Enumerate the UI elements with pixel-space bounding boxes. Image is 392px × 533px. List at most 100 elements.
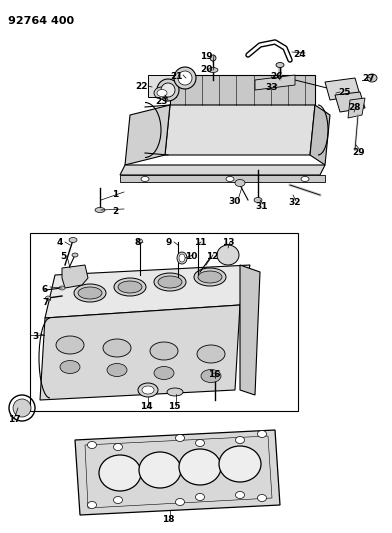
Polygon shape xyxy=(325,78,360,100)
Ellipse shape xyxy=(87,502,96,508)
Ellipse shape xyxy=(142,386,154,394)
Polygon shape xyxy=(45,265,250,318)
Ellipse shape xyxy=(157,79,179,101)
Text: 7: 7 xyxy=(42,298,48,307)
Ellipse shape xyxy=(138,383,158,397)
Text: 16: 16 xyxy=(208,370,220,379)
Ellipse shape xyxy=(196,440,205,447)
Ellipse shape xyxy=(114,278,146,296)
Polygon shape xyxy=(62,265,88,288)
Ellipse shape xyxy=(197,345,225,363)
Ellipse shape xyxy=(114,497,122,504)
Text: 12: 12 xyxy=(206,252,218,261)
Text: 92764 400: 92764 400 xyxy=(8,16,74,26)
Ellipse shape xyxy=(60,360,80,374)
Text: 5: 5 xyxy=(60,252,66,261)
Bar xyxy=(148,75,176,97)
Text: 27: 27 xyxy=(362,74,375,83)
Ellipse shape xyxy=(69,238,77,243)
Ellipse shape xyxy=(95,207,105,213)
Ellipse shape xyxy=(118,281,142,293)
Text: 1: 1 xyxy=(112,190,118,199)
Ellipse shape xyxy=(87,441,96,448)
Ellipse shape xyxy=(212,373,218,377)
Ellipse shape xyxy=(196,494,205,500)
Ellipse shape xyxy=(154,87,170,99)
Ellipse shape xyxy=(198,271,222,283)
Text: 11: 11 xyxy=(194,238,207,247)
Text: 23: 23 xyxy=(155,97,167,106)
Text: 20: 20 xyxy=(200,65,212,74)
Text: 28: 28 xyxy=(348,103,361,112)
Polygon shape xyxy=(240,265,260,395)
Ellipse shape xyxy=(78,287,102,299)
Ellipse shape xyxy=(56,336,84,354)
Polygon shape xyxy=(348,98,365,118)
Text: 24: 24 xyxy=(293,50,306,59)
Text: 25: 25 xyxy=(338,88,350,97)
Ellipse shape xyxy=(194,268,226,286)
Ellipse shape xyxy=(179,254,185,262)
Ellipse shape xyxy=(99,455,141,491)
Ellipse shape xyxy=(176,498,185,505)
Text: 4: 4 xyxy=(57,238,64,247)
Ellipse shape xyxy=(138,239,143,243)
Polygon shape xyxy=(310,105,330,165)
Ellipse shape xyxy=(367,74,377,82)
Ellipse shape xyxy=(226,176,234,182)
Ellipse shape xyxy=(167,388,183,396)
Ellipse shape xyxy=(103,339,131,357)
Text: 21: 21 xyxy=(170,72,183,81)
Text: 30: 30 xyxy=(228,197,240,206)
Ellipse shape xyxy=(176,434,185,441)
Ellipse shape xyxy=(179,449,221,485)
Text: 29: 29 xyxy=(352,148,365,157)
Text: 15: 15 xyxy=(168,402,180,411)
Text: 6: 6 xyxy=(42,285,48,294)
Polygon shape xyxy=(40,305,240,400)
Polygon shape xyxy=(255,75,295,90)
Ellipse shape xyxy=(139,452,181,488)
Ellipse shape xyxy=(178,71,192,85)
Ellipse shape xyxy=(174,67,196,89)
Ellipse shape xyxy=(258,495,267,502)
Polygon shape xyxy=(120,165,325,175)
Ellipse shape xyxy=(74,284,106,302)
Text: 14: 14 xyxy=(140,402,152,411)
Ellipse shape xyxy=(150,342,178,360)
Text: 2: 2 xyxy=(112,207,118,216)
Ellipse shape xyxy=(236,491,245,498)
Polygon shape xyxy=(335,92,365,112)
Ellipse shape xyxy=(276,62,284,68)
Ellipse shape xyxy=(45,296,51,300)
Ellipse shape xyxy=(114,443,122,450)
Ellipse shape xyxy=(219,446,261,482)
Text: 8: 8 xyxy=(135,238,141,247)
Text: 31: 31 xyxy=(255,202,267,211)
Polygon shape xyxy=(170,75,315,105)
Text: 32: 32 xyxy=(288,198,301,207)
Text: 26: 26 xyxy=(270,72,283,81)
Ellipse shape xyxy=(217,245,239,265)
Polygon shape xyxy=(120,175,325,182)
Text: 33: 33 xyxy=(265,83,278,92)
Ellipse shape xyxy=(201,369,221,383)
Text: 3: 3 xyxy=(32,332,38,341)
Text: 18: 18 xyxy=(162,515,174,524)
Ellipse shape xyxy=(154,273,186,291)
Ellipse shape xyxy=(107,364,127,376)
Text: 17: 17 xyxy=(8,415,21,424)
Ellipse shape xyxy=(13,399,31,417)
Text: 19: 19 xyxy=(200,52,212,61)
Ellipse shape xyxy=(258,431,267,438)
Ellipse shape xyxy=(59,286,65,290)
Ellipse shape xyxy=(141,176,149,182)
Ellipse shape xyxy=(157,90,167,96)
Ellipse shape xyxy=(72,253,78,257)
Ellipse shape xyxy=(161,83,175,97)
Ellipse shape xyxy=(301,176,309,182)
Ellipse shape xyxy=(236,437,245,443)
Ellipse shape xyxy=(254,198,262,203)
Text: 22: 22 xyxy=(135,82,147,91)
Ellipse shape xyxy=(177,252,187,264)
